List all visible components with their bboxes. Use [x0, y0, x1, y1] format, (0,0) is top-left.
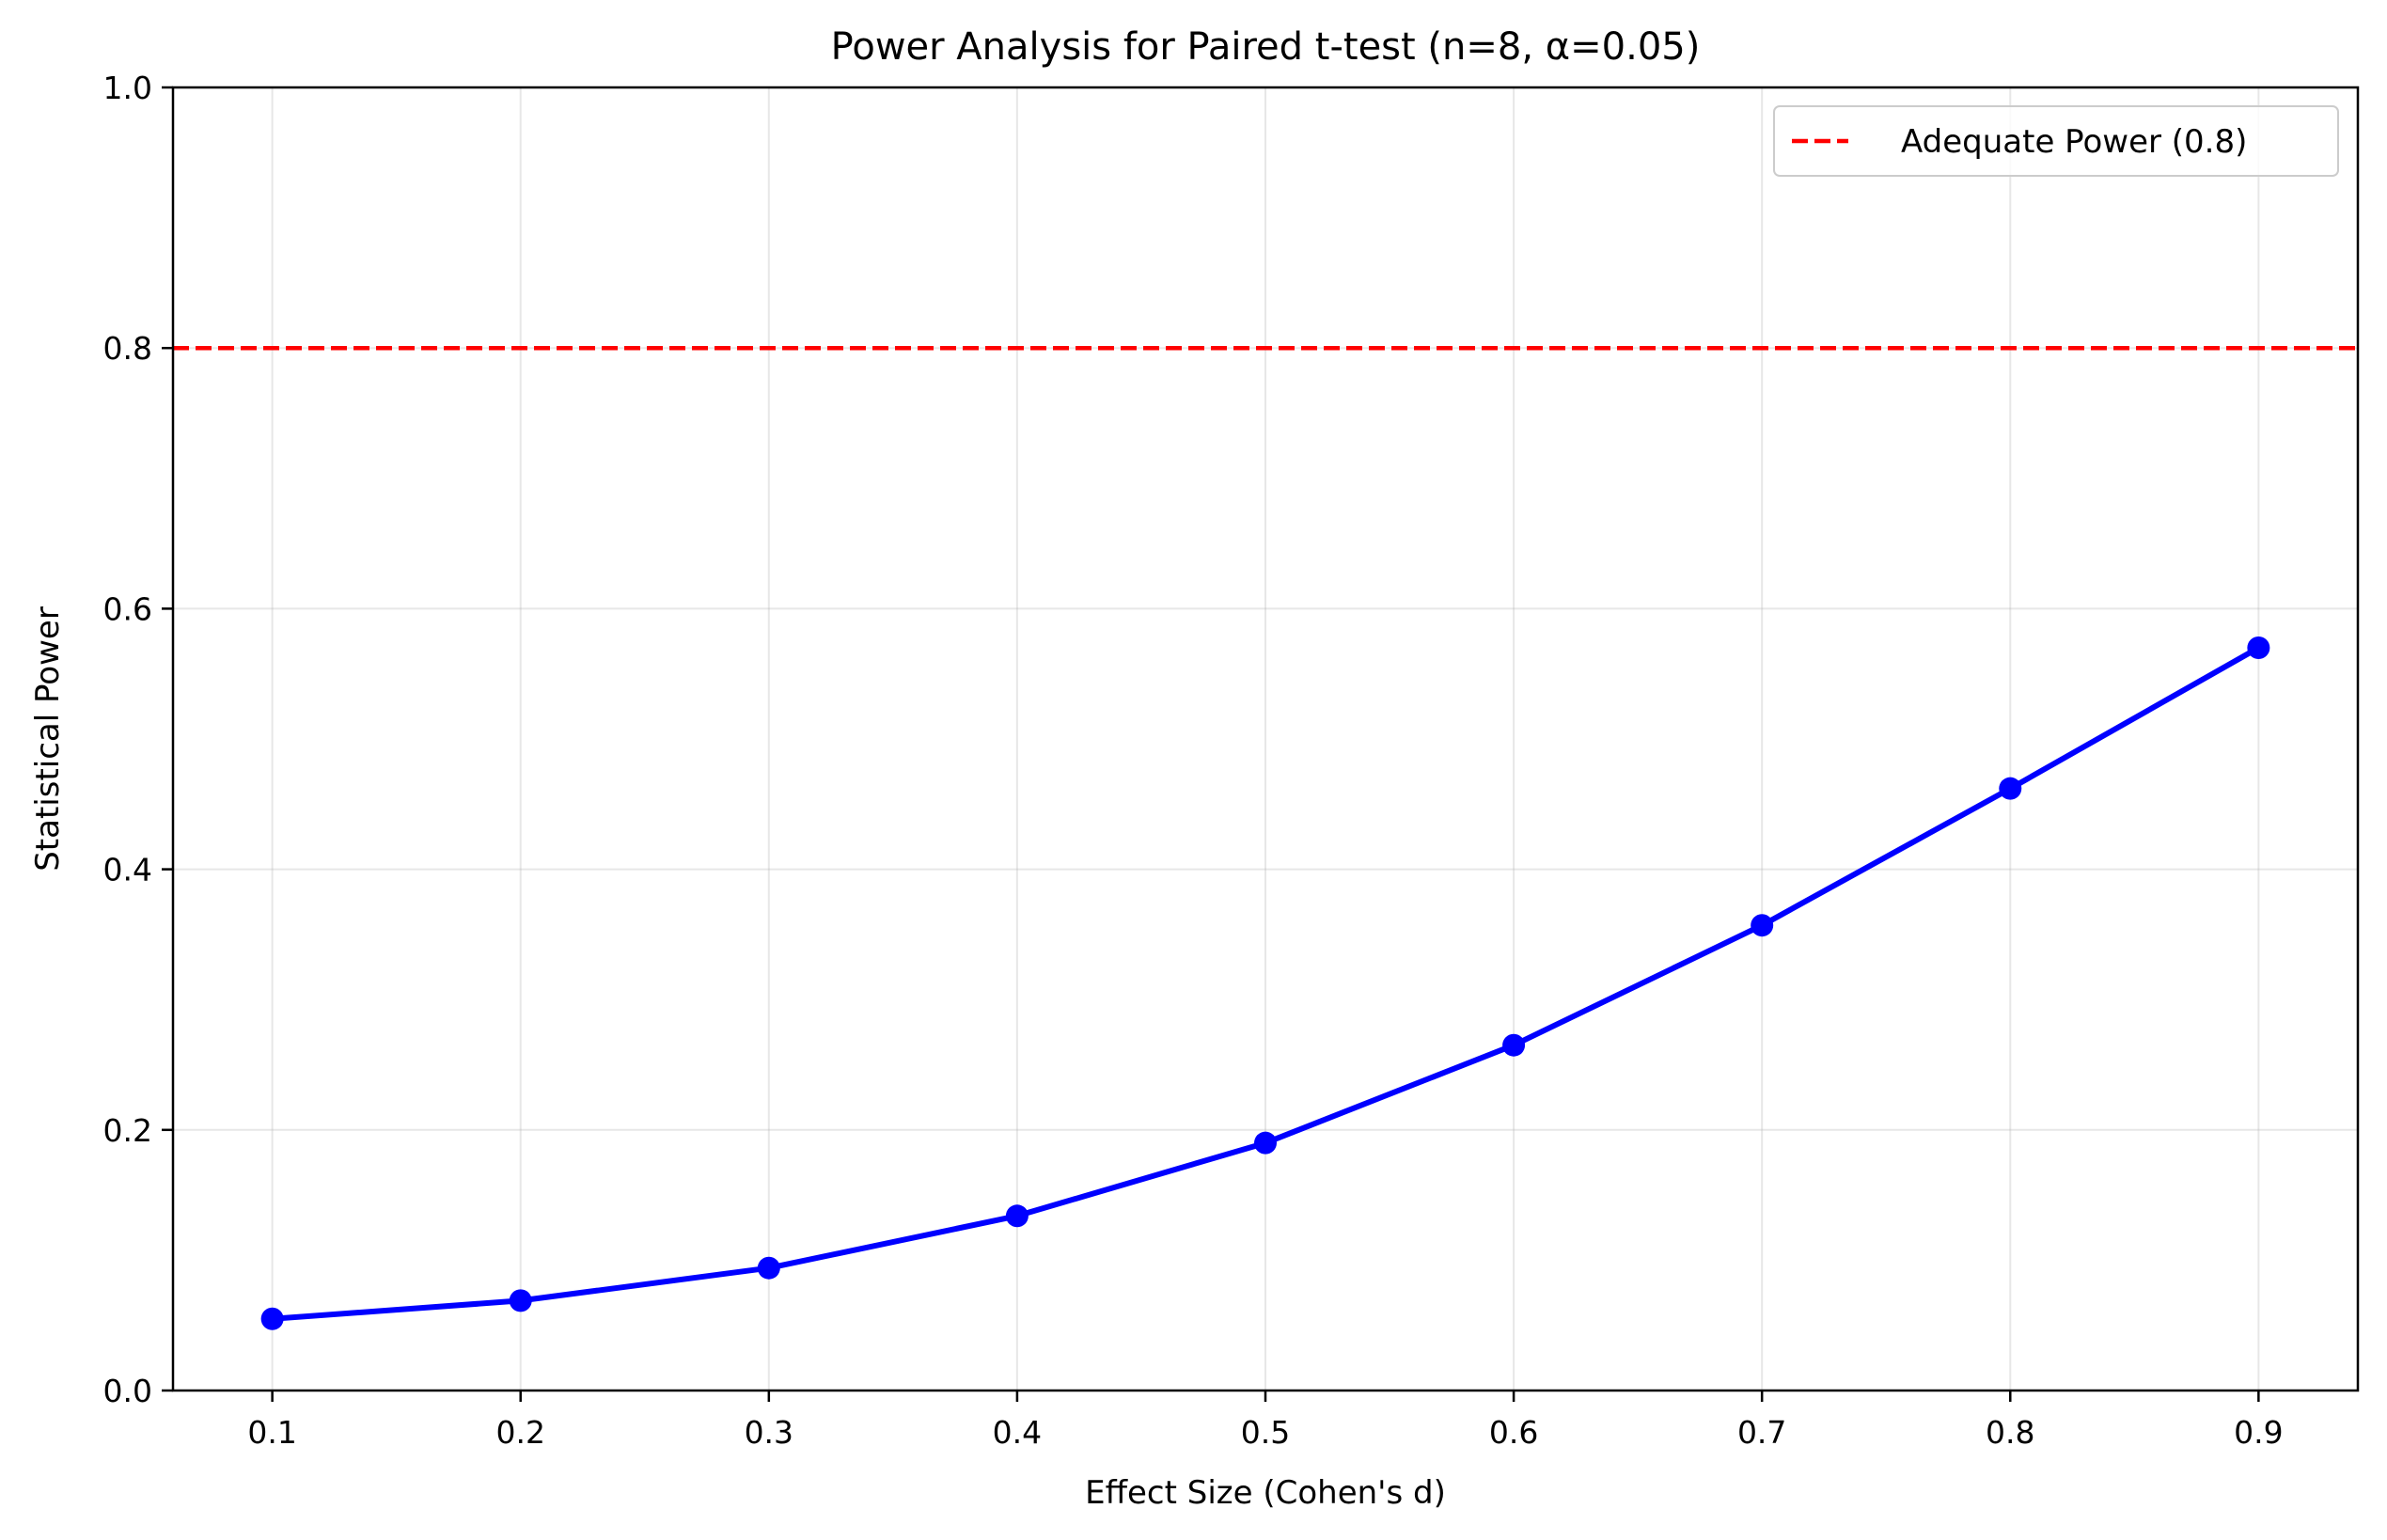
y-axis-ticks: 0.0 0.2 0.4 0.6 0.8 1.0	[103, 70, 173, 1409]
x-axis-ticks: 0.1 0.2 0.3 0.4 0.5 0.6 0.7 0.8 0.9	[247, 1391, 2284, 1451]
x-tick-label: 0.6	[1489, 1414, 1538, 1451]
legend-box	[1773, 105, 2339, 177]
x-tick-label: 0.8	[1986, 1414, 2034, 1451]
power-data-point	[757, 1256, 780, 1280]
power-data-point	[1502, 1033, 1526, 1057]
y-tick-label: 1.0	[103, 70, 152, 106]
y-tick-label: 0.8	[103, 330, 152, 367]
y-tick-label: 0.4	[103, 852, 152, 888]
chart-title: Power Analysis for Paired t-test (n=8, α…	[831, 25, 1701, 69]
power-data-point	[509, 1289, 532, 1312]
power-data-point	[1751, 914, 1774, 937]
y-tick-label: 0.2	[103, 1112, 152, 1149]
x-tick-label: 0.2	[495, 1414, 544, 1451]
y-axis-label: Statistical Power	[29, 606, 67, 872]
x-tick-label: 0.5	[1241, 1414, 1290, 1451]
power-data-point	[1254, 1131, 1277, 1155]
power-data-point	[2247, 636, 2270, 659]
x-tick-label: 0.3	[745, 1414, 793, 1451]
x-tick-label: 0.4	[993, 1414, 1042, 1451]
legend: Adequate Power (0.8)	[1773, 105, 2339, 177]
x-tick-label: 0.1	[247, 1414, 296, 1451]
x-axis-label: Effect Size (Cohen's d)	[1085, 1474, 1446, 1512]
x-tick-label: 0.9	[2234, 1414, 2283, 1451]
legend-label: Adequate Power (0.8)	[1901, 123, 2247, 161]
power-data-point	[260, 1307, 284, 1330]
power-data-point	[1005, 1204, 1029, 1228]
y-tick-label: 0.6	[103, 590, 152, 627]
data-series	[260, 636, 2270, 1330]
y-tick-label: 0.0	[103, 1373, 152, 1409]
x-tick-label: 0.7	[1737, 1414, 1786, 1451]
power-data-point	[1999, 777, 2022, 800]
